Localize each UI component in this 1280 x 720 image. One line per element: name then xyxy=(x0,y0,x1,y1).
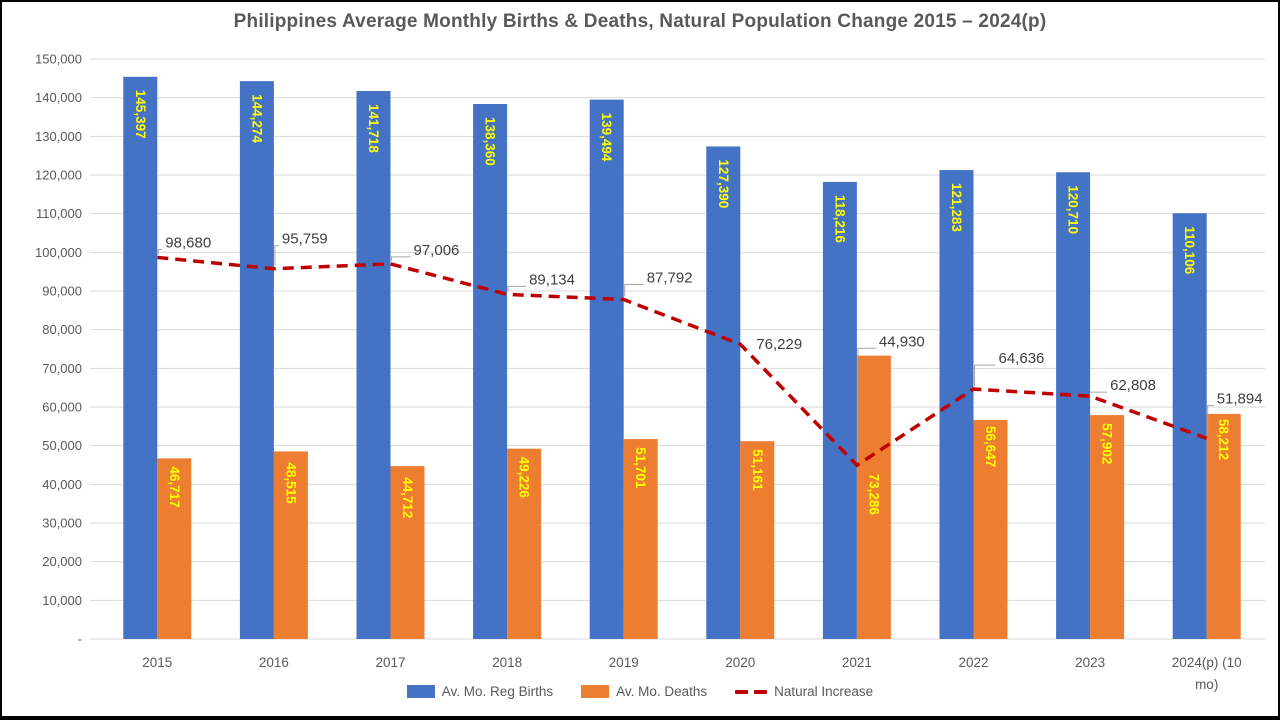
x-axis-label: 2021 xyxy=(842,655,872,670)
label-leader-line xyxy=(274,245,279,266)
bar-deaths-2020 xyxy=(740,441,775,639)
label-leader-line xyxy=(857,347,876,463)
legend-item-deaths: Av. Mo. Deaths xyxy=(581,684,707,699)
bar-births-2023 xyxy=(1056,172,1091,639)
y-axis-tick-label: 100,000 xyxy=(35,245,82,260)
y-axis-tick-label: 40,000 xyxy=(42,477,82,492)
x-axis-label: 2015 xyxy=(142,655,172,670)
bar-births-2024(p) (10 mo) xyxy=(1172,213,1207,639)
x-axis-label: 2017 xyxy=(375,655,405,670)
y-axis-tick-label: 150,000 xyxy=(35,52,82,67)
y-axis-tick-label: 70,000 xyxy=(42,361,82,376)
bar-births-2022 xyxy=(939,170,974,639)
births-swatch-icon xyxy=(406,685,435,698)
y-axis-tick-label: 60,000 xyxy=(42,400,82,415)
bar-data-label: 48,515 xyxy=(283,462,298,504)
x-axis-label: 2020 xyxy=(725,655,755,670)
label-leader-line xyxy=(157,248,163,255)
bar-data-label: 49,226 xyxy=(517,457,532,499)
bar-data-label: 138,360 xyxy=(483,117,498,166)
y-axis-tick-label: 50,000 xyxy=(42,438,82,453)
y-axis-tick-label: 10,000 xyxy=(42,593,82,608)
bar-births-2017 xyxy=(356,91,391,639)
y-axis-tick-label: 110,000 xyxy=(36,206,82,221)
label-leader-line xyxy=(507,285,527,292)
legend-label-births: Av. Mo. Reg Births xyxy=(441,684,554,699)
legend-item-natural-increase: Natural Increase xyxy=(735,684,873,699)
label-leader-line xyxy=(1207,404,1214,436)
y-axis-tick-label: 20,000 xyxy=(42,554,82,569)
line-data-label: 98,680 xyxy=(165,234,211,251)
x-axis-label: 2016 xyxy=(259,655,289,670)
bar-data-label: 51,701 xyxy=(633,447,648,489)
bar-deaths-2016 xyxy=(273,451,308,639)
bar-births-2019 xyxy=(589,99,624,640)
natural-increase-line xyxy=(157,255,1208,468)
y-axis-tick-label: 90,000 xyxy=(42,284,82,299)
bar-births-2020 xyxy=(706,146,741,639)
chart-title: Philippines Average Monthly Births & Dea… xyxy=(233,11,1047,32)
legend-item-births: Av. Mo. Reg Births xyxy=(406,684,554,699)
bar-births-2016 xyxy=(239,81,274,640)
y-axis-tick-label: 130,000 xyxy=(35,129,82,144)
x-axis-label: 2024(p) (10 mo) xyxy=(1172,655,1242,692)
bar-data-label: 110,106 xyxy=(1182,226,1197,275)
bar-data-label: 127,390 xyxy=(716,159,731,208)
bar-data-label: 57,902 xyxy=(1100,423,1115,464)
bar-data-label: 51,161 xyxy=(750,449,765,491)
y-axis-tick-label: 140,000 xyxy=(35,90,82,105)
bar-data-label: 73,286 xyxy=(866,474,881,516)
bar-deaths-2024(p) (10 mo) xyxy=(1206,413,1241,639)
y-axis-tick-label: 120,000 xyxy=(35,168,82,183)
x-axis-label: 2019 xyxy=(609,655,639,670)
bar-data-label: 145,397 xyxy=(133,90,148,139)
x-axis-label: 2018 xyxy=(492,655,522,670)
x-axis-label: 2023 xyxy=(1075,655,1105,670)
label-leader-line xyxy=(1090,391,1108,394)
bar-deaths-2017 xyxy=(390,466,425,639)
bar-data-label: 58,212 xyxy=(1216,419,1231,460)
label-leader-line xyxy=(624,284,644,297)
x-axis-label: 2022 xyxy=(958,655,988,670)
bar-births-2015 xyxy=(123,76,158,639)
legend-label-deaths: Av. Mo. Deaths xyxy=(616,684,708,699)
y-axis-tick-label: 80,000 xyxy=(42,322,82,337)
bar-data-label: 121,283 xyxy=(949,183,964,232)
line-data-label: 87,792 xyxy=(647,270,693,287)
label-leader-line xyxy=(974,364,996,387)
line-data-label: 62,808 xyxy=(1110,377,1156,394)
legend-label-natural-increase: Natural Increase xyxy=(774,684,874,699)
bar-data-label: 144,274 xyxy=(249,94,264,143)
bar-deaths-2022 xyxy=(973,419,1008,639)
bar-data-label: 139,494 xyxy=(599,113,614,162)
bar-deaths-2023 xyxy=(1090,415,1125,639)
natural-increase-dash-icon xyxy=(735,689,768,694)
y-axis-tick-label: 30,000 xyxy=(42,516,82,531)
bar-data-label: 44,712 xyxy=(400,477,415,518)
bar-deaths-2018 xyxy=(507,448,542,639)
legend: Av. Mo. Reg Births Av. Mo. Deaths Natura… xyxy=(2,684,1278,699)
line-data-label: 76,229 xyxy=(756,336,802,353)
bar-data-label: 141,718 xyxy=(366,104,381,153)
bar-data-label: 56,647 xyxy=(983,426,998,467)
line-data-label: 89,134 xyxy=(529,271,575,288)
bar-deaths-2019 xyxy=(623,439,658,639)
label-leader-line xyxy=(391,256,411,261)
bar-data-label: 118,216 xyxy=(832,195,847,244)
bar-data-label: 120,710 xyxy=(1066,185,1081,234)
line-data-label: 64,636 xyxy=(999,350,1045,367)
line-data-label: 44,930 xyxy=(879,333,925,350)
line-data-label: 97,006 xyxy=(414,242,460,259)
deaths-swatch-icon xyxy=(581,685,610,698)
line-data-label: 95,759 xyxy=(282,231,328,248)
bar-data-label: 46,717 xyxy=(167,466,182,507)
line-data-label: 51,894 xyxy=(1217,390,1263,407)
bar-births-2021 xyxy=(822,181,857,639)
bar-births-2018 xyxy=(473,104,508,640)
bar-deaths-2021 xyxy=(856,355,891,639)
y-axis-tick-label: - xyxy=(78,632,82,647)
bar-deaths-2015 xyxy=(157,458,192,639)
